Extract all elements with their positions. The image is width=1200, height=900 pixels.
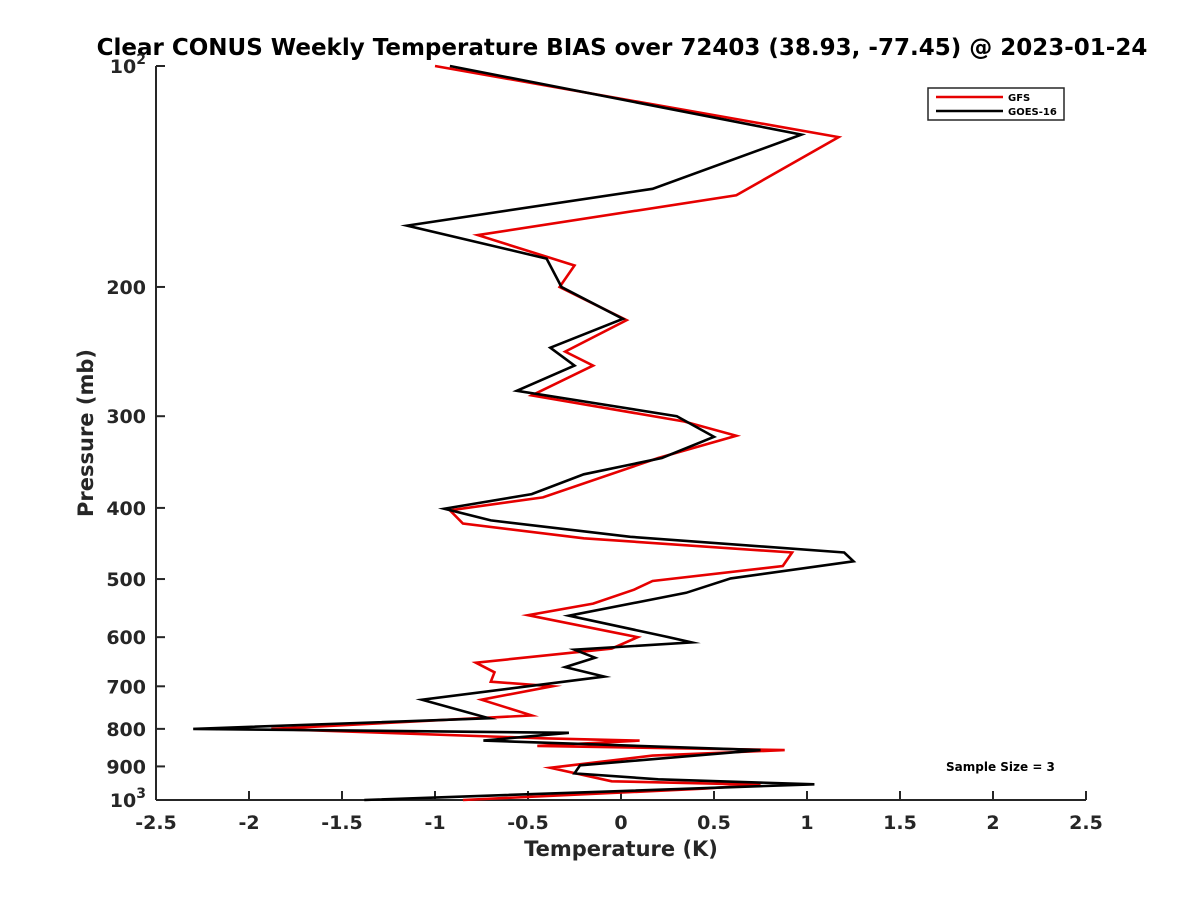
- x-tick-label: -1.5: [321, 812, 363, 834]
- y-tick-label: 800: [106, 719, 146, 741]
- y-tick-label: 103: [110, 786, 146, 812]
- series-lines: [193, 64, 857, 802]
- y-tick-label: 700: [106, 676, 146, 698]
- y-tick-label: 102: [110, 52, 146, 78]
- chart-title: Clear CONUS Weekly Temperature BIAS over…: [97, 35, 1148, 61]
- x-tick-label: 0.5: [697, 812, 731, 834]
- x-tick-label: -2: [238, 812, 259, 834]
- y-tick-label: 900: [106, 756, 146, 778]
- axes: [155, 66, 1086, 801]
- x-tick-label: -1: [424, 812, 445, 834]
- x-tick-label: 1.5: [883, 812, 917, 834]
- x-tick-label: 0: [614, 812, 627, 834]
- y-tick-label: 600: [106, 627, 146, 649]
- y-tick-label: 200: [106, 277, 146, 299]
- x-ticks: -2.5 -2 -1.5 -1 -0.5 0 0.5 1 1.5 2 2.5: [135, 791, 1103, 834]
- y-tick-label: 300: [106, 406, 146, 428]
- x-tick-label: 1: [800, 812, 813, 834]
- series-line-goes-16: [193, 64, 857, 802]
- x-tick-label: 2.5: [1069, 812, 1103, 834]
- legend: GFS GOES-16: [927, 87, 1065, 121]
- legend-box: [927, 87, 1065, 121]
- y-tick-label: 400: [106, 498, 146, 520]
- x-axis-label: Temperature (K): [524, 837, 718, 861]
- x-tick-label: -0.5: [507, 812, 549, 834]
- series-line-gfs: [271, 64, 843, 802]
- y-ticks: 102 200 300 400 500 600 700 800 900 103: [106, 52, 165, 812]
- x-tick-label: 2: [986, 812, 999, 834]
- y-tick-label: 500: [106, 569, 146, 591]
- legend-label-gfs: GFS: [1008, 93, 1030, 104]
- legend-label-goes-16: GOES-16: [1008, 107, 1057, 118]
- y-axis-label: Pressure (mb): [74, 349, 98, 517]
- sample-size-annotation: Sample Size = 3: [946, 760, 1055, 774]
- x-tick-label: -2.5: [135, 812, 177, 834]
